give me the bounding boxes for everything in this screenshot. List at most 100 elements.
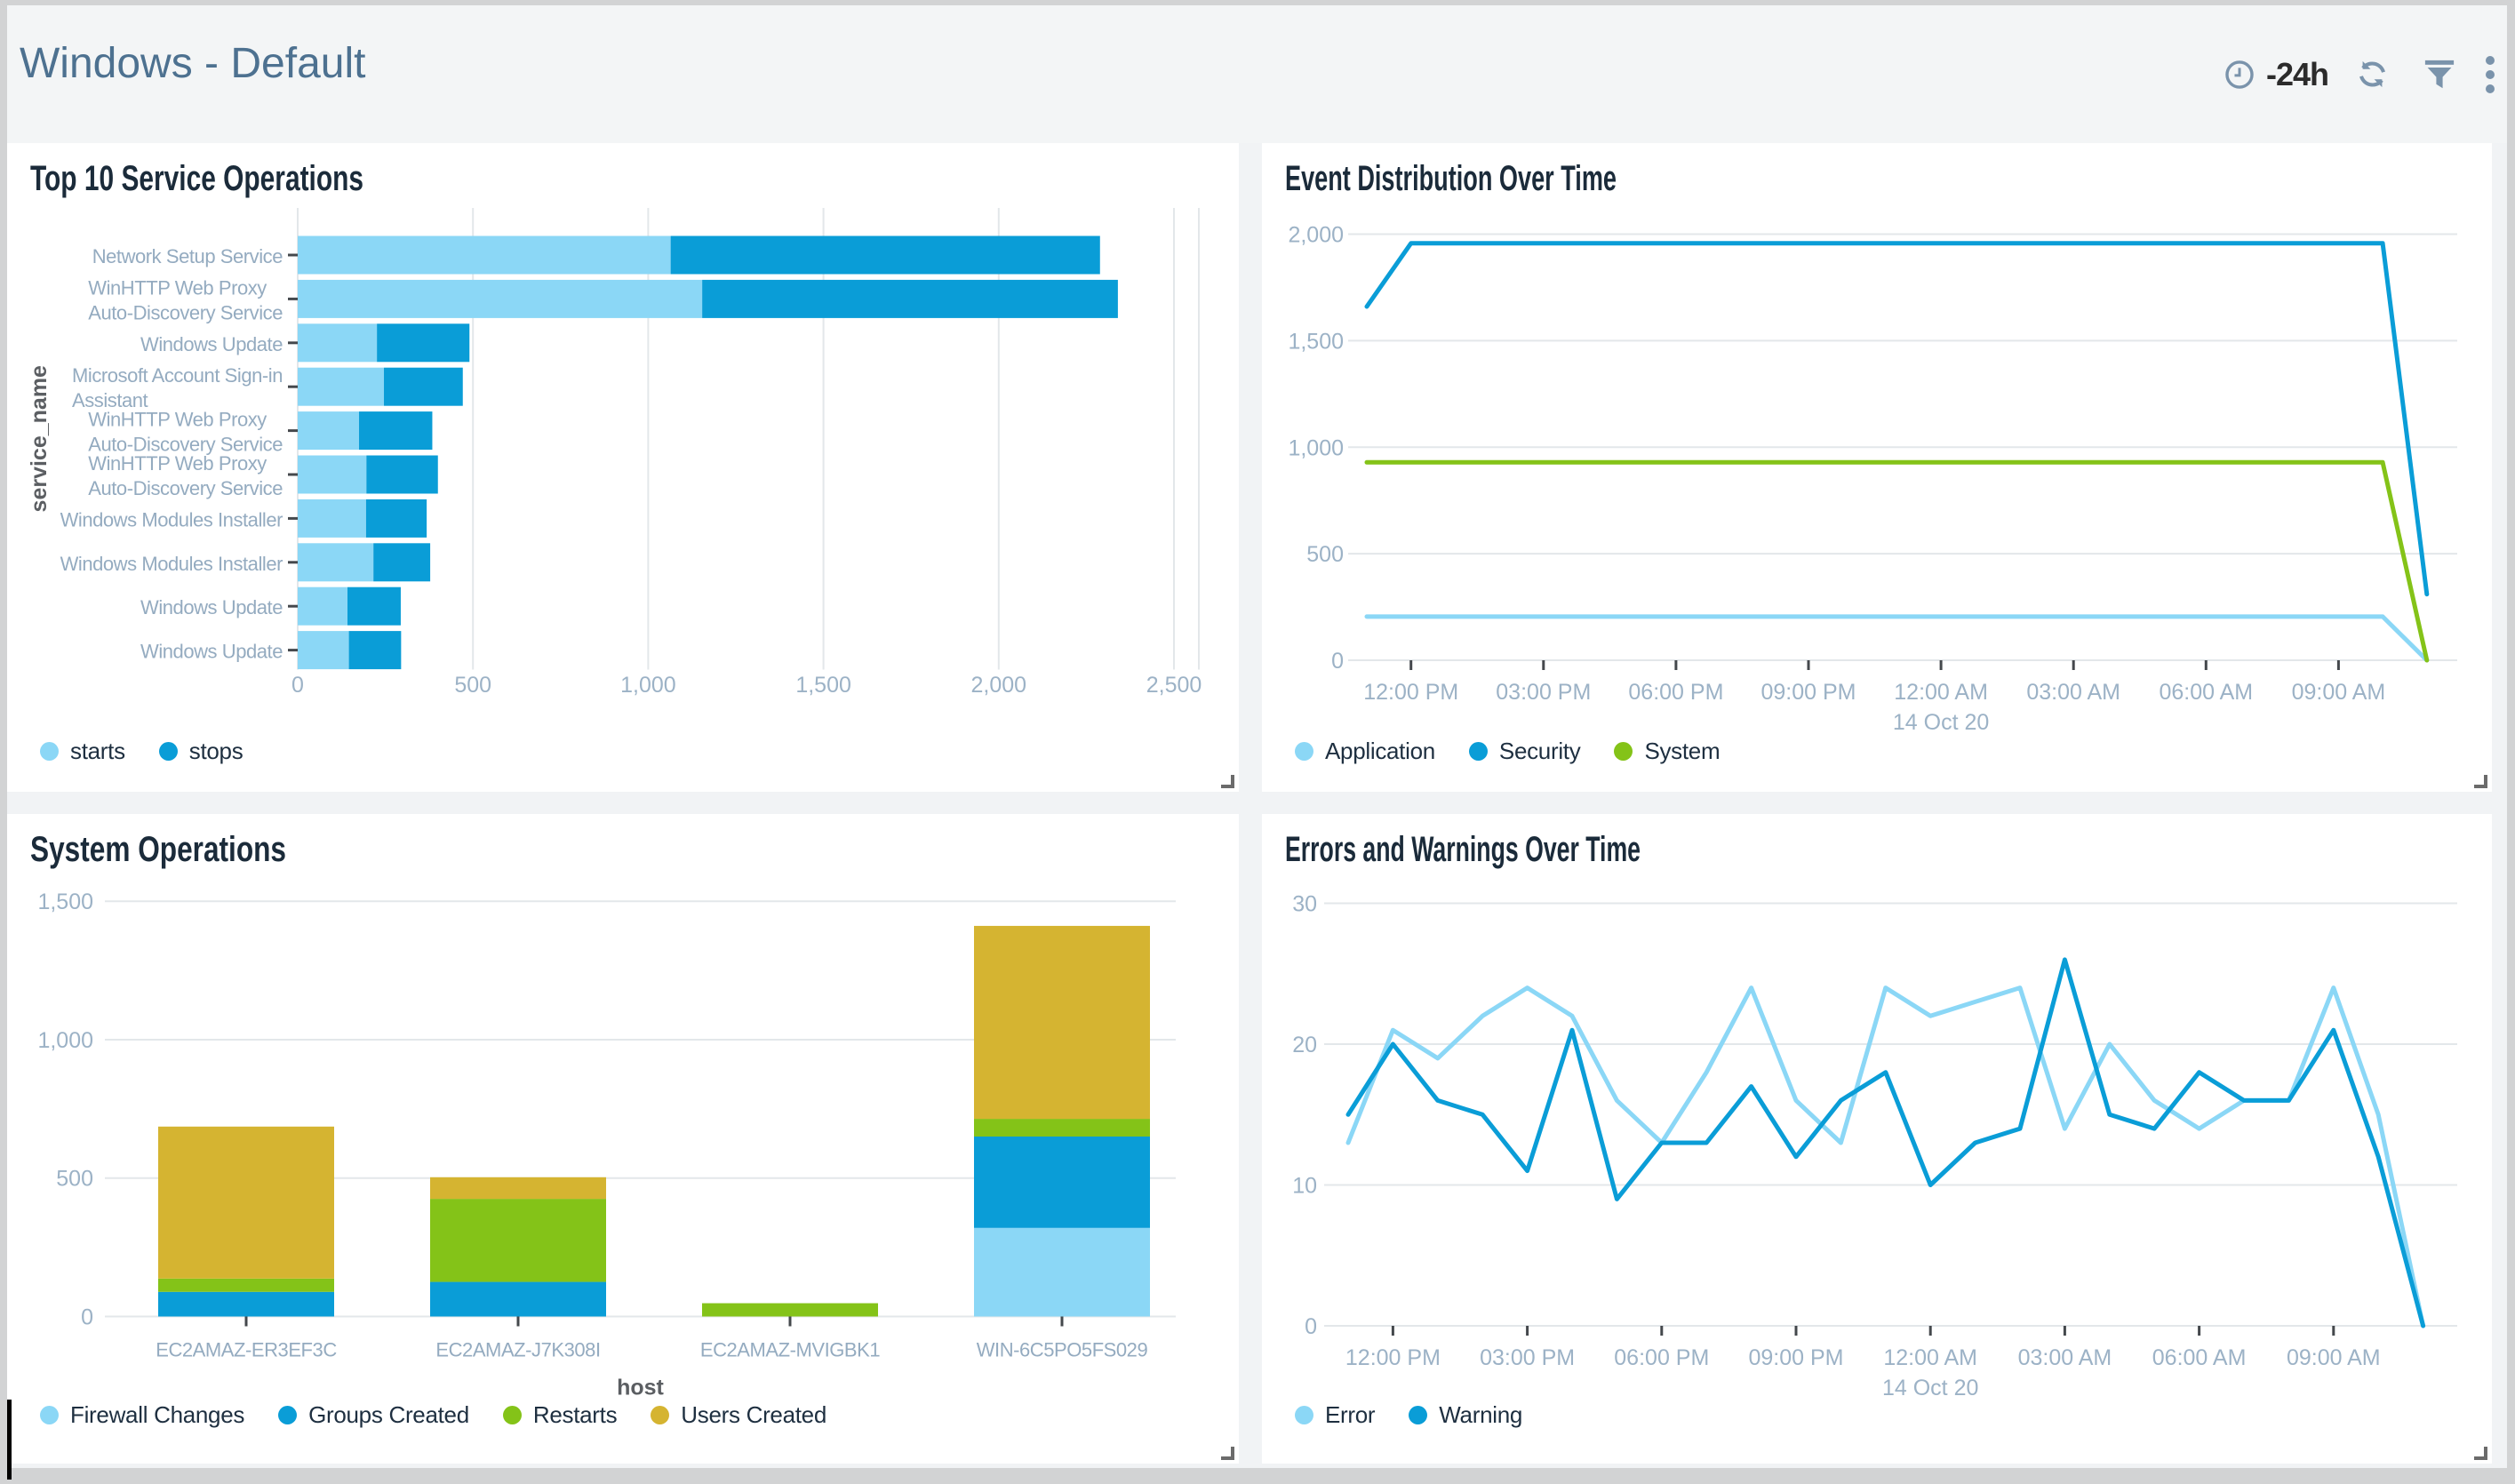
x-tick-label: 12:00 AM: [1883, 1345, 1977, 1370]
filter-icon[interactable]: [2424, 59, 2455, 91]
legend-dot: [40, 741, 59, 761]
bar-users-created-1[interactable]: [430, 1177, 606, 1200]
legend-item-users-created[interactable]: Users Created: [651, 1401, 826, 1429]
bar-stops-2[interactable]: [377, 323, 470, 363]
category-label: Windows Modules Installer: [60, 553, 283, 575]
legend-label: Users Created: [681, 1400, 826, 1428]
x-tick-label: 06:00 AM: [2152, 1345, 2247, 1370]
legend: Firewall Changes Groups Created Restarts Us…: [40, 1397, 826, 1432]
bar-restarts-2[interactable]: [702, 1303, 878, 1317]
x-date-label: 14 Oct 20: [1893, 710, 1989, 730]
event-distribution-chart: 0 500 1,000 1,500 2,000 12:00 PM 03:00 PM 06:00…: [1288, 223, 2457, 730]
legend-item-starts[interactable]: starts: [40, 738, 125, 765]
bar-groups-created-1[interactable]: [430, 1281, 606, 1317]
bar-starts-5[interactable]: [298, 455, 367, 494]
category-label: Windows Update: [140, 641, 283, 663]
x-tick-label: 03:00 PM: [1496, 680, 1591, 705]
bar-starts-6[interactable]: [298, 499, 366, 538]
kebab-dot: [2486, 84, 2495, 93]
category-label-line: WinHTTP Web Proxy: [88, 276, 267, 299]
bar-groups-created-0[interactable]: [158, 1291, 334, 1317]
panel-event-distribution: Event Distribution Over Time 0 500 1,000 1,…: [1262, 143, 2492, 792]
bar-starts-3[interactable]: [298, 367, 385, 406]
line-application[interactable]: [1364, 614, 2430, 663]
kebab-menu-icon[interactable]: [2485, 55, 2495, 94]
category-label: Windows Update: [140, 333, 283, 355]
errors-warnings-chart: 0 10 20 30 12:00 PM 03:00 PM 06:00 PM 09:00 PM 1…: [1292, 892, 2457, 1400]
refresh-icon[interactable]: [2356, 58, 2389, 91]
category-label-line: Auto-Discovery Service: [88, 434, 283, 456]
legend-item-system[interactable]: System: [1614, 738, 1721, 765]
legend: Error Warning: [1295, 1397, 1522, 1432]
x-tick-label: 09:00 AM: [2287, 1345, 2381, 1370]
legend-label: Application: [1325, 737, 1435, 764]
time-range-button[interactable]: -24h: [2224, 56, 2329, 93]
line-system[interactable]: [1364, 459, 2430, 663]
y-tick-label: 10: [1292, 1174, 1317, 1199]
legend-item-groups-created[interactable]: Groups Created: [278, 1401, 469, 1429]
line-security[interactable]: [1364, 241, 2430, 597]
category-label-line: WinHTTP Web Proxy: [88, 452, 267, 475]
bar-starts-2[interactable]: [298, 323, 378, 363]
category-label-line: Windows Modules Installer: [60, 508, 283, 531]
bar-starts-1[interactable]: [298, 279, 703, 318]
resize-handle-icon[interactable]: [1221, 1447, 1234, 1460]
legend-label: starts: [70, 737, 125, 764]
dashboard-background: Windows - Default -24h: [7, 5, 2507, 1468]
resize-handle-icon[interactable]: [1221, 775, 1234, 788]
bar-stops-0[interactable]: [670, 235, 1100, 275]
line-error[interactable]: [1345, 985, 2426, 1328]
bar-starts-8[interactable]: [298, 586, 348, 626]
resize-handle-icon[interactable]: [2474, 775, 2487, 788]
bar-groups-created-3[interactable]: [974, 1137, 1150, 1228]
y-tick-label: 20: [1292, 1033, 1317, 1057]
legend: Application Security System: [1295, 733, 1721, 769]
bar-stops-8[interactable]: [347, 586, 401, 626]
bar-stops-6[interactable]: [365, 499, 427, 538]
bar-stops-9[interactable]: [348, 631, 402, 670]
bar-users-created-3[interactable]: [974, 925, 1150, 1120]
bar-starts-9[interactable]: [298, 631, 349, 670]
legend-item-stops[interactable]: stops: [158, 738, 244, 765]
x-date-label: 14 Oct 20: [1882, 1376, 1978, 1400]
refresh-arrowhead-left: [2362, 60, 2371, 69]
bar-stops-4[interactable]: [359, 411, 433, 451]
bar-starts-7[interactable]: [298, 543, 374, 582]
y-tick-label: 30: [1292, 892, 1317, 917]
resize-handle-icon[interactable]: [2474, 1447, 2487, 1460]
legend-item-security[interactable]: Security: [1468, 738, 1581, 765]
legend-dot: [502, 1405, 522, 1424]
x-tick-label: 12:00 PM: [1345, 1345, 1441, 1370]
bar-starts-0[interactable]: [298, 235, 671, 275]
legend-item-application[interactable]: Application: [1295, 738, 1435, 765]
panel-title: Top 10 Service Operations: [30, 159, 363, 198]
bar-restarts-1[interactable]: [430, 1199, 606, 1282]
legend-item-firewall-changes[interactable]: Firewall Changes: [40, 1401, 244, 1429]
panel-top10-service-operations: Top 10 Service Operations 0 500 1,000 1,500…: [7, 143, 1239, 792]
legend-item-warning[interactable]: Warning: [1409, 1401, 1522, 1429]
bar-stops-5[interactable]: [366, 455, 438, 494]
bar-stops-1[interactable]: [702, 279, 1118, 318]
bar-restarts-0[interactable]: [158, 1278, 334, 1292]
legend: starts stops: [40, 733, 244, 769]
category-label: WIN-6C5PO5FS029: [977, 1339, 1148, 1361]
category-label-line: Auto-Discovery Service: [88, 301, 283, 323]
bar-restarts-3[interactable]: [974, 1119, 1150, 1137]
legend-dot: [1409, 1405, 1428, 1424]
bar-firewall-changes-3[interactable]: [974, 1227, 1150, 1317]
screen-artifact: [7, 1400, 12, 1480]
x-tick-label: 06:00 PM: [1628, 680, 1723, 705]
legend-item-error[interactable]: Error: [1295, 1401, 1376, 1429]
bar-starts-4[interactable]: [298, 411, 360, 451]
legend-item-restarts[interactable]: Restarts: [502, 1401, 618, 1429]
y-tick-label: 500: [56, 1167, 93, 1192]
bar-stops-3[interactable]: [384, 367, 463, 406]
y-tick-label: 0: [1331, 649, 1344, 674]
x-axis-name: host: [617, 1376, 664, 1400]
bar-users-created-0[interactable]: [158, 1126, 334, 1279]
x-tick-label: 09:00 PM: [1748, 1345, 1843, 1370]
bar-stops-7[interactable]: [373, 543, 431, 582]
line-warning[interactable]: [1345, 957, 2426, 1328]
filter-top-bar: [2424, 60, 2455, 65]
category-label-line: Windows Update: [140, 333, 283, 355]
